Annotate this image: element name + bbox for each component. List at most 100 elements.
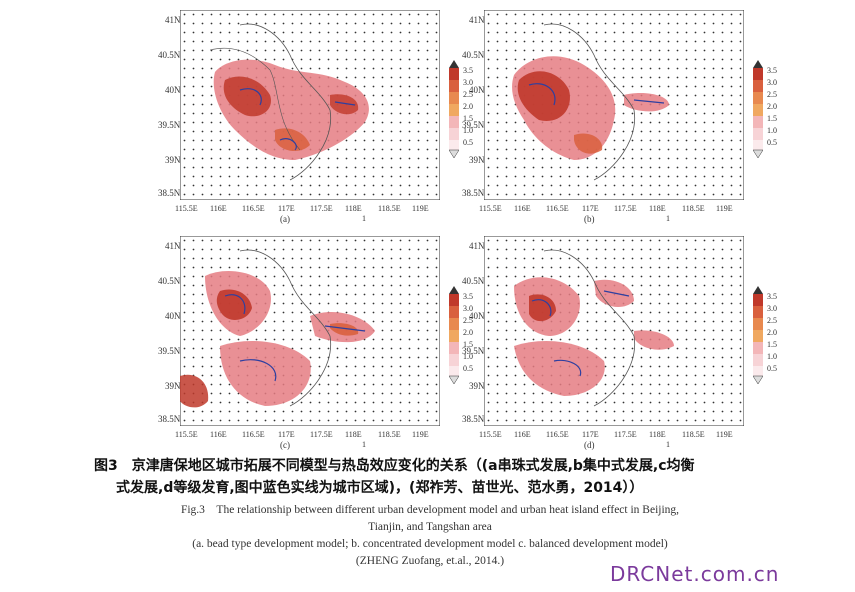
colorbar-swatch: [449, 116, 459, 128]
colorbar-swatch: [753, 342, 763, 354]
lon-label: 116.5E: [546, 430, 569, 439]
colorbar-tick: 1.5: [767, 114, 777, 123]
colorbar-tick: 3.0: [463, 78, 473, 87]
lon-label: 119E: [412, 430, 429, 439]
lon-label: 117.5E: [310, 204, 333, 213]
lon-label: 119E: [716, 204, 733, 213]
lat-label: 38.5N: [462, 188, 485, 198]
lat-label: 40N: [165, 311, 181, 321]
lat-label: 39.5N: [462, 120, 485, 130]
colorbar-swatch: [449, 306, 459, 318]
panel-a: 41N 40.5N 40N 39.5N 39N 38.5N 115.5E 116…: [158, 10, 480, 224]
lon-label: 115.5E: [175, 204, 198, 213]
colorbar-swatch: [449, 104, 459, 116]
colorbar-swatch: [753, 354, 763, 366]
panel-label: (b): [584, 214, 595, 224]
lon-label: 118E: [345, 430, 362, 439]
colorbar-swatch: [449, 68, 459, 80]
lon-label: 118.5E: [378, 430, 401, 439]
lon-label: 116.5E: [546, 204, 569, 213]
lon-label: 115.5E: [175, 430, 198, 439]
lon-label: 119E: [412, 204, 429, 213]
lat-label: 40N: [165, 85, 181, 95]
colorbar-tick: 2.5: [463, 316, 473, 325]
heat-map-d: [484, 236, 744, 426]
colorbar-tick: 1.0: [767, 126, 777, 135]
panel-b: 41N 40.5N 40N 39.5N 39N 38.5N 115.5E 116…: [462, 10, 784, 224]
caption-en-line: (ZHENG Zuofang, et.al., 2014.): [355, 555, 505, 567]
caption-cn-line: 图3 京津唐保地区城市拓展不同模型与热岛效应变化的关系（(a串珠式发展,b集中式…: [94, 458, 695, 474]
colorbar-swatch: [449, 128, 459, 140]
colorbar: [753, 60, 763, 158]
colorbar-tick: 1.0: [767, 352, 777, 361]
lat-label: 38.5N: [158, 414, 181, 424]
colorbar: [449, 60, 459, 158]
lon-label: 119E: [716, 430, 733, 439]
lat-label: 41N: [469, 241, 485, 251]
panel-c: 41N 40.5N 40N 39.5N 39N 38.5N 115.5E 116…: [158, 236, 480, 450]
colorbar-tick: 0.5: [767, 138, 777, 147]
lat-label: 40N: [469, 85, 485, 95]
lon-label: 118E: [649, 204, 666, 213]
lon-label: 116E: [210, 204, 227, 213]
caption-en-line: Tianjin, and Tangshan area: [368, 521, 492, 533]
colorbar-swatch: [449, 342, 459, 354]
lon-label: 118.5E: [682, 430, 705, 439]
lat-label: 40.5N: [462, 276, 485, 286]
lon-label: 118.5E: [682, 204, 705, 213]
colorbar-tick: 2.5: [767, 90, 777, 99]
lat-label: 38.5N: [158, 188, 181, 198]
lat-label: 39N: [469, 381, 485, 391]
colorbar-tick: 2.0: [463, 328, 473, 337]
lat-label: 40.5N: [462, 50, 485, 60]
colorbar-tick: 1.5: [463, 340, 473, 349]
caption-en-line: (a. bead type development model; b. conc…: [192, 538, 668, 550]
colorbar-swatch: [753, 68, 763, 80]
lon-label: 116E: [514, 430, 531, 439]
lon-label: 116.5E: [242, 430, 265, 439]
lat-label: 39N: [165, 155, 181, 165]
colorbar-tick: 2.0: [767, 328, 777, 337]
lat-label: 40.5N: [158, 276, 181, 286]
colorbar-tick: 3.5: [767, 292, 777, 301]
lon-label: 117E: [582, 430, 599, 439]
colorbar-swatch: [449, 354, 459, 366]
colorbar-swatch: [753, 294, 763, 306]
colorbar-tick: 0.5: [463, 138, 473, 147]
lon-label: 117E: [582, 204, 599, 213]
lon-label: 117.5E: [614, 430, 637, 439]
colorbar-swatch: [753, 104, 763, 116]
colorbar-tick: 1.5: [463, 114, 473, 123]
colorbar-tick: 1.0: [463, 352, 473, 361]
heat-map-c: [180, 236, 440, 426]
lat-label: 39N: [469, 155, 485, 165]
colorbar-swatch: [449, 80, 459, 92]
colorbar-tick: 0.5: [767, 364, 777, 373]
lon-label: 118.5E: [378, 204, 401, 213]
figure-caption-chinese: 图3 京津唐保地区城市拓展不同模型与热岛效应变化的关系（(a串珠式发展,b集中式…: [94, 455, 774, 499]
colorbar-tick: 3.5: [463, 66, 473, 75]
colorbar-tick: 2.0: [767, 102, 777, 111]
watermark-logo: DRCNet.com.cn: [610, 562, 780, 586]
lon-label: 118E: [649, 430, 666, 439]
colorbar-tick: 3.5: [767, 66, 777, 75]
lon-label: 116E: [210, 430, 227, 439]
colorbar-tick: 2.5: [463, 90, 473, 99]
colorbar-swatch: [449, 318, 459, 330]
vector-reference: 1: [666, 214, 670, 223]
lon-label: 115.5E: [479, 430, 502, 439]
lat-label: 41N: [165, 241, 181, 251]
colorbar-swatch: [449, 330, 459, 342]
colorbar: [449, 286, 459, 384]
panel-label: (c): [280, 440, 290, 450]
vector-reference: 1: [362, 440, 366, 449]
heat-map-b: [484, 10, 744, 200]
caption-cn-line: 式发展,d等级发育,图中蓝色实线为城市区域)，(郑祚芳、苗世光、范水勇，2014…: [116, 480, 644, 496]
colorbar-swatch: [449, 92, 459, 104]
colorbar-swatch: [449, 140, 459, 150]
colorbar-swatch: [753, 116, 763, 128]
lon-label: 115.5E: [479, 204, 502, 213]
lon-label: 117.5E: [310, 430, 333, 439]
colorbar-swatch: [753, 318, 763, 330]
lat-label: 39N: [165, 381, 181, 391]
